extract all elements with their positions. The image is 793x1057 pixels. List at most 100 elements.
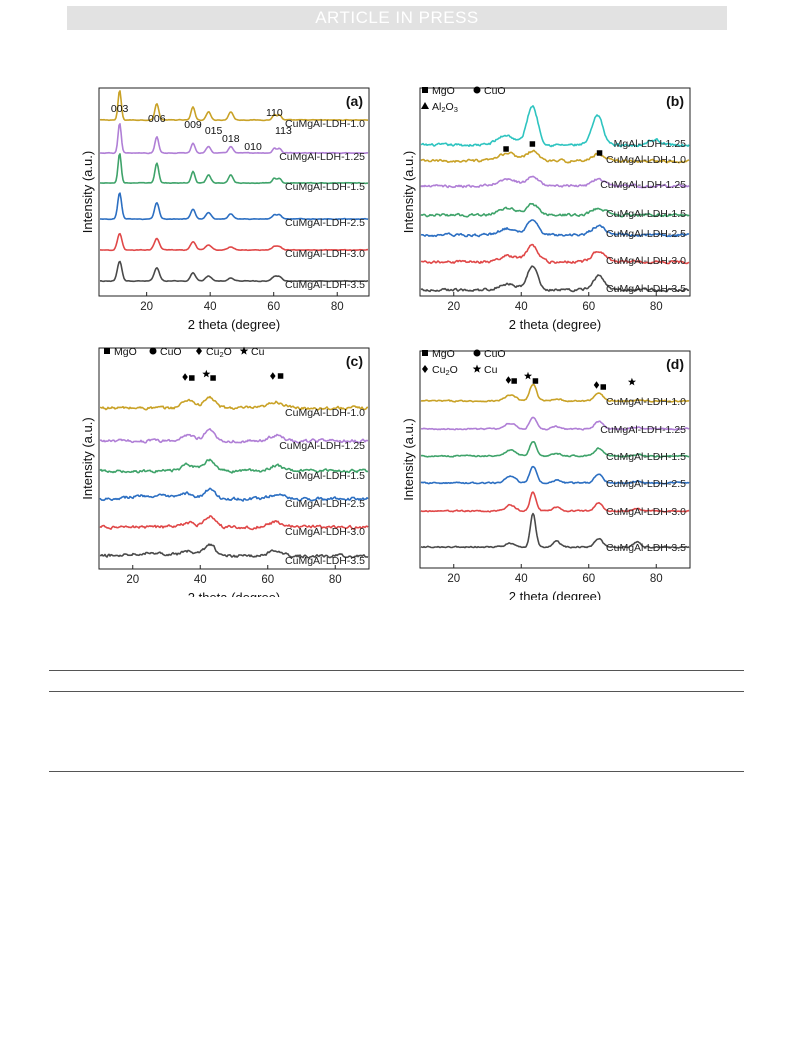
series-label: CuMgAl-LDH-1.25 (279, 151, 365, 163)
series-line (99, 192, 369, 221)
x-tick-label: 20 (140, 301, 153, 313)
series-line (420, 416, 690, 431)
series-line (100, 395, 368, 411)
series-label: CuMgAl-LDH-1.5 (285, 181, 365, 193)
phase-marker-square-icon (532, 378, 539, 384)
phase-marker-square-icon (600, 384, 607, 390)
x-tick-label: 80 (650, 301, 663, 313)
phase-marker-square-icon (503, 146, 509, 152)
legend-star-icon (239, 346, 249, 355)
legend-diamond-icon (196, 347, 202, 355)
series-line (420, 512, 690, 549)
legend-triangle-icon (421, 102, 429, 109)
phase-marker-square-icon (511, 378, 517, 384)
xrd-chart-2: 20 40 60 80 2 theta (degree) Intensity (a.u.)… (80, 346, 370, 597)
panel-label: (b) (666, 93, 684, 109)
xrd-panel-d: 20 40 60 80 2 theta (degree) Intensity (a.u.)… (400, 345, 715, 600)
y-axis-label: Intensity (a.u.) (80, 417, 95, 499)
table-header-rule (49, 691, 744, 692)
x-tick-label: 40 (194, 574, 207, 586)
x-axis-label: 2 theta (degree) (509, 317, 602, 332)
series-line (420, 243, 690, 265)
series-label: CuMgAl-LDH-1.25 (600, 424, 686, 436)
phase-marker-diamond-icon (182, 373, 188, 381)
x-tick-label: 60 (582, 301, 595, 313)
x-axis-label: 2 theta (degree) (188, 590, 281, 597)
legend-label: MgO (432, 348, 455, 360)
x-tick-label: 80 (650, 573, 663, 585)
phase-marker-star-icon (202, 369, 211, 378)
article-banner: ARTICLE IN PRESS (67, 6, 727, 30)
legend-circle-icon (149, 347, 157, 355)
phase-marker-square-icon (189, 375, 195, 381)
series-line (420, 465, 690, 485)
phase-marker-square-icon (277, 373, 284, 379)
series-label: CuMgAl-LDH-3.0 (285, 526, 365, 538)
series-line (420, 265, 690, 293)
series-line (420, 175, 690, 189)
series-label: CuMgAl-LDH-1.5 (606, 451, 686, 463)
peak-index-label: 015 (205, 125, 223, 137)
series-line (100, 232, 369, 252)
peak-index-label: 018 (222, 133, 240, 145)
series-line (99, 122, 369, 155)
phase-marker-star-icon (627, 377, 636, 386)
legend-label: Cu (251, 346, 265, 358)
x-tick-label: 20 (447, 573, 460, 585)
peak-index-label: 009 (184, 119, 202, 131)
x-tick-label: 40 (204, 301, 217, 313)
legend-square-icon (422, 87, 428, 93)
panel-label: (a) (346, 93, 363, 109)
x-axis-label: 2 theta (degree) (188, 317, 281, 332)
series-label: CuMgAl-LDH-1.5 (606, 208, 686, 220)
panel-label: (c) (346, 353, 363, 369)
series-label: CuMgAl-LDH-1.0 (285, 118, 365, 130)
series-line (420, 202, 690, 218)
phase-marker-diamond-icon (505, 376, 512, 384)
x-axis-label: 2 theta (degree) (509, 589, 602, 600)
xrd-chart-0: 20 40 60 80 2 theta (degree) Intensity (a.u.)… (80, 87, 370, 332)
legend-label: CuO (160, 346, 182, 358)
x-tick-label: 40 (515, 301, 528, 313)
xrd-chart-3: 20 40 60 80 2 theta (degree) Intensity (a.u.)… (401, 348, 691, 600)
series-line (420, 383, 690, 403)
series-line (99, 543, 369, 559)
x-tick-label: 40 (515, 573, 528, 585)
x-tick-label: 60 (267, 301, 280, 313)
series-line (420, 105, 690, 148)
peak-index-label: 003 (111, 103, 129, 115)
legend-label: Cu (484, 364, 498, 376)
legend-label: CuO (484, 85, 506, 97)
peak-index-label: 010 (244, 141, 262, 153)
series-line (420, 441, 690, 458)
series-label: CuMgAl-LDH-1.5 (285, 470, 365, 482)
series-line (99, 153, 369, 185)
series-line (99, 428, 369, 444)
legend-circle-icon (473, 86, 481, 94)
legend-label: MgO (432, 85, 455, 97)
x-tick-label: 60 (261, 574, 274, 586)
legend-label: Al2O3 (432, 101, 458, 114)
series-label: CuMgAl-LDH-3.0 (606, 506, 686, 518)
series-label: CuMgAl-LDH-1.25 (279, 440, 365, 452)
phase-marker-star-icon (524, 371, 532, 380)
series-label: MgAl-LDH-1.25 (614, 138, 687, 150)
xrd-chart-1: 20 40 60 80 2 theta (degree) Intensity (a.u.)… (401, 85, 691, 332)
legend-label: MgO (114, 346, 137, 358)
series-line (99, 458, 369, 474)
legend-star-icon (472, 364, 482, 373)
series-line (420, 219, 690, 238)
plot-frame (419, 87, 691, 297)
table-bottom-rule (49, 771, 744, 772)
series-label: CuMgAl-LDH-1.0 (606, 154, 686, 166)
x-tick-label: 60 (582, 573, 595, 585)
legend-square-icon (422, 350, 428, 356)
y-axis-label: Intensity (a.u.) (80, 151, 95, 233)
peak-index-label: 110 (266, 107, 283, 119)
series-label: CuMgAl-LDH-1.0 (285, 407, 365, 419)
xrd-panel-b: 20 40 60 80 2 theta (degree) Intensity (a.u.)… (400, 82, 715, 337)
table-top-rule (49, 670, 744, 671)
phase-marker-square-icon (210, 375, 216, 381)
x-tick-label: 80 (329, 574, 342, 586)
plot-frame (98, 87, 370, 297)
